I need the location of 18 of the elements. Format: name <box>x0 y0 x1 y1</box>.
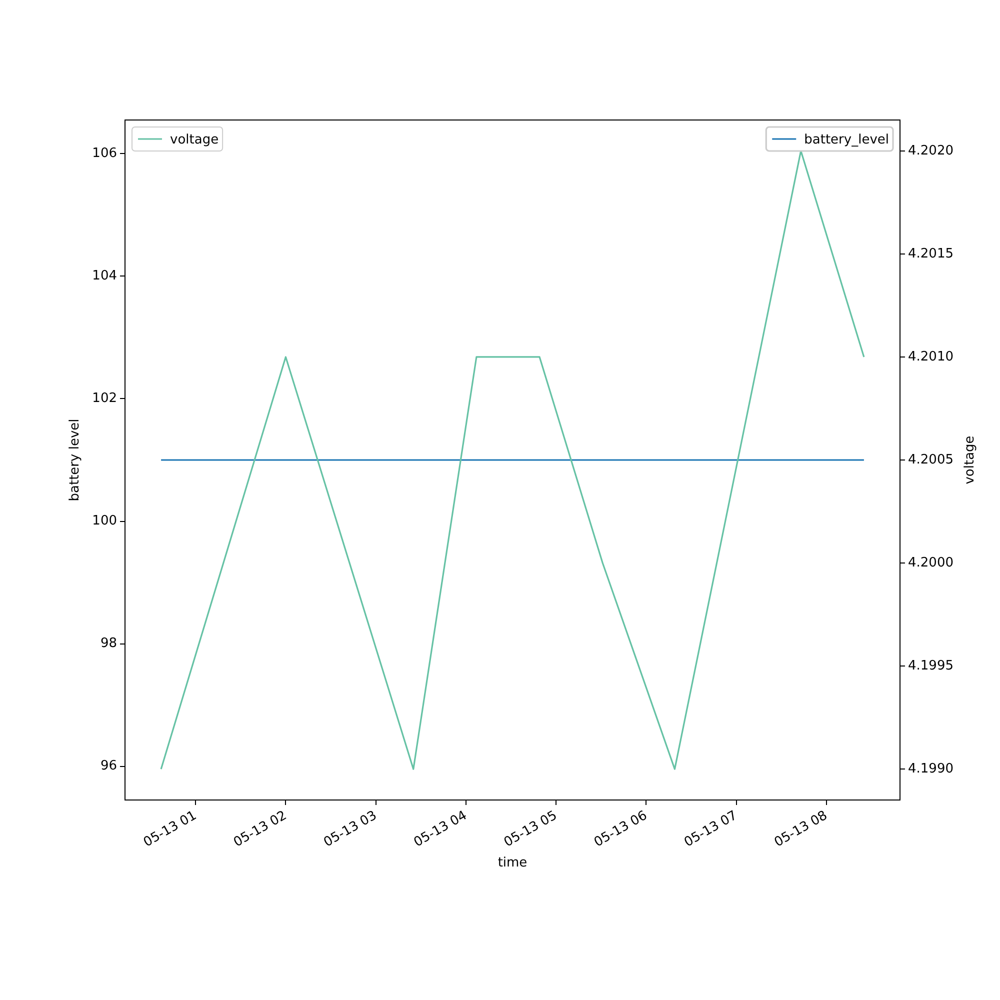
y2-axis-title: voltage <box>962 436 978 484</box>
y2-tick-label: 4.2005 <box>908 452 954 468</box>
y2-tick-label: 4.2000 <box>908 555 954 570</box>
y-tick-label: 96 <box>100 758 117 774</box>
y-axis-title: battery level <box>67 418 82 502</box>
legend-label: voltage <box>170 132 219 148</box>
y-tick-label: 104 <box>92 268 117 284</box>
y2-tick-label: 4.2010 <box>908 349 954 364</box>
y-tick-label: 98 <box>100 636 117 652</box>
y2-tick-label: 4.1990 <box>908 761 954 776</box>
y2-tick-label: 4.2015 <box>908 246 954 262</box>
y-tick-label: 106 <box>92 146 117 162</box>
y-tick-label: 102 <box>92 391 117 406</box>
y2-tick-label: 4.1995 <box>908 658 954 674</box>
y2-tick-label: 4.2020 <box>908 143 954 158</box>
y-tick-label: 100 <box>92 514 117 529</box>
x-axis-title: time <box>498 855 528 870</box>
legend-label: battery_level <box>804 132 890 148</box>
